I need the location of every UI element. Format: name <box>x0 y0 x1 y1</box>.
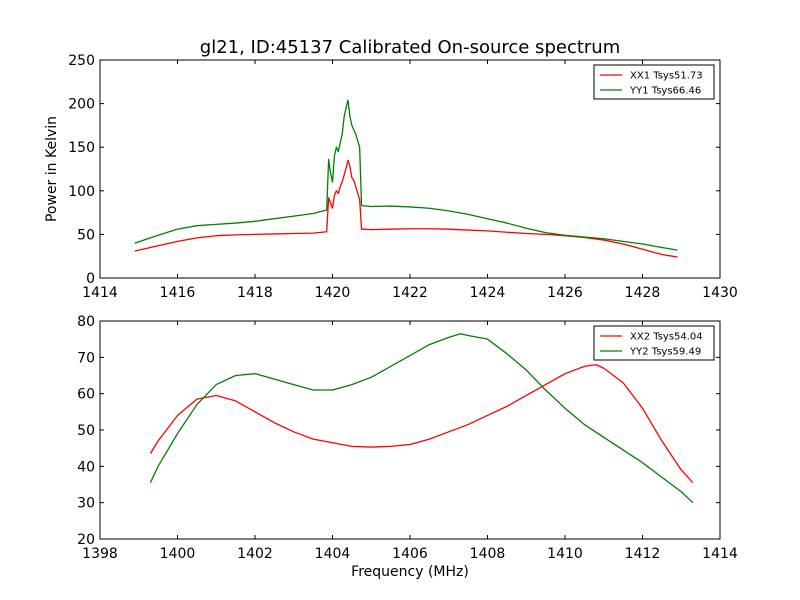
y-tick-label: 200 <box>68 97 95 113</box>
y-tick-label: 70 <box>77 350 95 366</box>
y-tick-label: 40 <box>77 459 95 475</box>
y-tick-label: 250 <box>68 53 95 69</box>
legend: XX1 Tsys51.73 YY1 Tsys66.46 <box>593 64 715 100</box>
x-tick-label: 1398 <box>82 546 118 562</box>
legend-label: YY2 Tsys59.49 <box>629 347 701 358</box>
y-tick-label: 80 <box>77 314 95 330</box>
x-tick-label: 1404 <box>315 546 351 562</box>
legend-label: XX2 Tsys54.04 <box>630 332 703 343</box>
x-tick-label: 1416 <box>160 285 196 301</box>
y-tick-label: 150 <box>68 140 95 156</box>
top-panel: 1414 1416 1418 1420 1422 1424 1426 1428 1430 0 50 1… <box>68 53 738 301</box>
x-tick-label: 1426 <box>547 285 583 301</box>
legend-label: YY1 Tsys66.46 <box>629 86 701 97</box>
x-tick-label: 1400 <box>160 546 196 562</box>
x-tick-label: 1406 <box>392 546 428 562</box>
x-tick-label: 1414 <box>82 285 118 301</box>
x-tick-label: 1422 <box>392 285 428 301</box>
legend-box <box>593 64 715 100</box>
series-lines <box>134 99 678 258</box>
series-line-2 <box>149 333 694 504</box>
y-tick-label: 20 <box>77 532 95 548</box>
y-tick-label: 30 <box>77 496 95 512</box>
x-tick-label: 1424 <box>470 285 506 301</box>
bottom-panel: 1398 1400 1402 1404 1406 1408 1410 1412 1414 20 30… <box>77 314 738 562</box>
x-tick-label: 1412 <box>625 546 661 562</box>
y-tick-label: 100 <box>68 184 95 200</box>
series-lines <box>149 333 694 504</box>
x-tick-label: 1402 <box>237 546 273 562</box>
y-tick-label: 50 <box>77 423 95 439</box>
legend-label: XX1 Tsys51.73 <box>630 71 703 82</box>
x-tick-label: 1420 <box>315 285 351 301</box>
chart-title: gl21, ID:45137 Calibrated On-source spec… <box>200 37 620 58</box>
series-line-1 <box>149 363 694 484</box>
y-axis-label: Power in Kelvin <box>44 116 60 222</box>
x-tick-label: 1430 <box>702 285 738 301</box>
x-tick-label: 1408 <box>470 546 506 562</box>
y-tick-label: 50 <box>77 227 95 243</box>
x-tick-label: 1428 <box>625 285 661 301</box>
y-tick-label: 0 <box>86 271 95 287</box>
x-tick-label: 1418 <box>237 285 273 301</box>
x-tick-label: 1414 <box>702 546 738 562</box>
x-tick-label: 1410 <box>547 546 583 562</box>
legend-box <box>593 325 715 361</box>
y-tick-label: 60 <box>77 387 95 403</box>
series-line-1 <box>134 159 678 258</box>
x-axis-label: Frequency (MHz) <box>351 564 469 580</box>
legend: XX2 Tsys54.04 YY2 Tsys59.49 <box>593 325 715 361</box>
series-line-2 <box>134 99 678 251</box>
